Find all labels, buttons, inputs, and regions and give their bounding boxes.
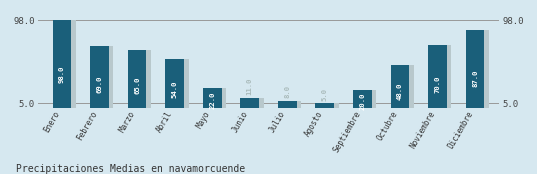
Text: 5.0: 5.0 [322, 88, 328, 101]
Bar [53, 20, 71, 108]
Text: 69.0: 69.0 [97, 76, 103, 93]
Text: 70.0: 70.0 [434, 75, 440, 93]
Bar [165, 60, 184, 108]
Bar [467, 30, 489, 108]
Text: 8.0: 8.0 [284, 85, 291, 98]
Text: 20.0: 20.0 [359, 92, 365, 110]
Bar [128, 50, 147, 108]
Text: 54.0: 54.0 [172, 81, 178, 98]
Text: 98.0: 98.0 [59, 66, 65, 83]
Bar [92, 46, 113, 108]
Bar [241, 98, 259, 108]
Bar [317, 103, 339, 108]
Bar [129, 50, 151, 108]
Bar [428, 45, 447, 108]
Bar [279, 101, 301, 108]
Text: 65.0: 65.0 [134, 77, 140, 94]
Text: 48.0: 48.0 [397, 83, 403, 100]
Bar [204, 88, 226, 108]
Bar [354, 90, 376, 108]
Text: 87.0: 87.0 [472, 69, 478, 87]
Bar [242, 98, 264, 108]
Bar [203, 88, 222, 108]
Bar [466, 30, 484, 108]
Bar [390, 65, 409, 108]
Bar [167, 60, 188, 108]
Text: Precipitaciones Medias en navamorcuende: Precipitaciones Medias en navamorcuende [16, 164, 245, 174]
Bar [353, 90, 372, 108]
Bar [392, 65, 414, 108]
Bar [54, 20, 76, 108]
Bar [278, 101, 296, 108]
Text: 22.0: 22.0 [209, 92, 215, 109]
Bar [430, 45, 452, 108]
Bar [90, 46, 109, 108]
Text: 11.0: 11.0 [246, 78, 253, 95]
Bar [315, 103, 334, 108]
